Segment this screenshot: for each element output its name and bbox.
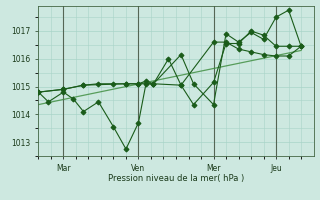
X-axis label: Pression niveau de la mer( hPa ): Pression niveau de la mer( hPa )	[108, 174, 244, 183]
